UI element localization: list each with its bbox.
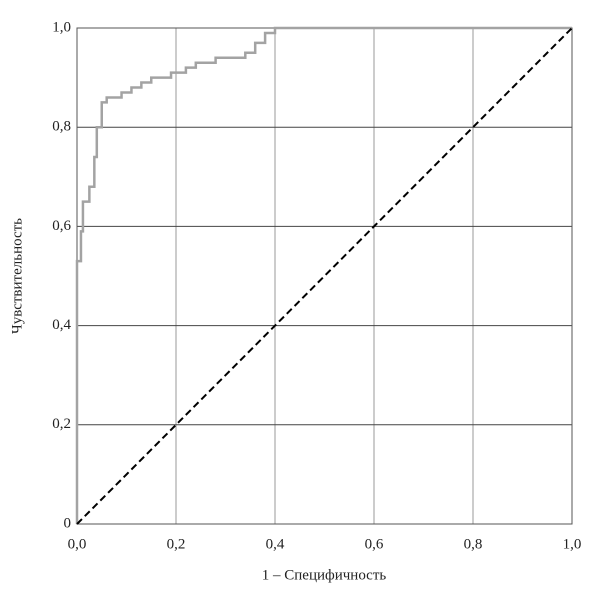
y-axis-label: Чувствительность xyxy=(9,218,25,334)
series-line xyxy=(76,27,573,525)
x-tick-label: 0,4 xyxy=(266,536,285,552)
series-line xyxy=(75,26,572,524)
x-tick-label: 0,6 xyxy=(365,536,384,552)
y-tick-label: 0,6 xyxy=(52,218,71,234)
y-tick-label: 0,8 xyxy=(52,119,71,135)
y-tick-label: 0 xyxy=(64,515,72,531)
x-tick-label: 1,0 xyxy=(563,536,582,552)
x-axis-label: 1 – Специфичность xyxy=(262,567,387,583)
y-tick-label: 1,0 xyxy=(52,19,71,35)
x-tick-label: 0,8 xyxy=(464,536,483,552)
y-tick-label: 0,4 xyxy=(52,317,71,333)
x-tick-label: 0,0 xyxy=(68,536,87,552)
y-tick-label: 0,2 xyxy=(52,416,71,432)
x-tick-label: 0,2 xyxy=(167,536,186,552)
